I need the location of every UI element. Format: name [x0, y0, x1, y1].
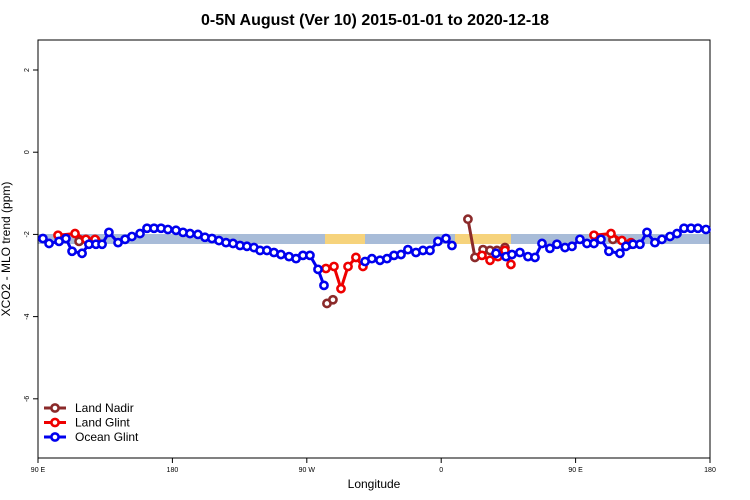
- data-point: [163, 224, 173, 235]
- data-point: [575, 234, 585, 245]
- data-point: [589, 238, 599, 249]
- plot-frame: [37, 39, 711, 459]
- data-point: [336, 283, 346, 294]
- data-point: [485, 255, 495, 266]
- data-point: [615, 248, 625, 259]
- data-point: [657, 234, 667, 245]
- data-point: [67, 246, 77, 257]
- x-tick-label: 90 E: [568, 467, 583, 474]
- data-point: [425, 245, 435, 256]
- data-point: [635, 239, 645, 250]
- data-point: [604, 246, 614, 257]
- legend-label: Land Nadir: [75, 401, 134, 415]
- y-tick-label: 2: [24, 68, 31, 72]
- data-point: [463, 214, 473, 225]
- data-point: [276, 249, 286, 260]
- data-point: [537, 238, 547, 249]
- x-axis-label: Longitude: [348, 477, 401, 491]
- chart-title: 0-5N August (Ver 10) 2015-01-01 to 2020-…: [201, 12, 549, 29]
- data-point: [329, 261, 339, 272]
- data-point: [545, 243, 555, 254]
- land-band: [455, 234, 511, 244]
- data-point: [321, 263, 331, 274]
- data-point: [38, 233, 48, 244]
- data-point: [135, 228, 145, 239]
- land-band: [325, 234, 365, 244]
- legend-label: Land Glint: [75, 416, 130, 430]
- data-point: [672, 228, 682, 239]
- data-point: [433, 236, 443, 247]
- data-point: [506, 259, 516, 270]
- data-point: [44, 238, 54, 249]
- data-point: [402, 244, 413, 255]
- data-point: [596, 234, 606, 245]
- data-point: [319, 280, 329, 291]
- data-point: [367, 253, 377, 264]
- data-point: [552, 239, 562, 250]
- x-tick-label: 90 E: [31, 467, 46, 474]
- data-point: [70, 228, 80, 239]
- data-point: [313, 264, 323, 275]
- data-point: [185, 228, 195, 239]
- data-point: [97, 239, 107, 250]
- data-point: [77, 248, 87, 259]
- data-point: [351, 252, 361, 263]
- data-point: [606, 228, 616, 239]
- data-point: [642, 227, 652, 238]
- y-tick-label: 0: [24, 150, 31, 154]
- legend-marker: [50, 417, 60, 428]
- data-point: [61, 233, 71, 244]
- y-tick-label: -4: [24, 313, 31, 319]
- x-tick-label: 180: [167, 467, 179, 474]
- data-point: [447, 240, 457, 251]
- data-point: [477, 250, 487, 261]
- legend-marker: [50, 403, 60, 413]
- data-point: [507, 249, 517, 260]
- data-point: [127, 231, 137, 242]
- data-point: [441, 233, 451, 244]
- data-point: [491, 248, 501, 259]
- data-point: [530, 252, 540, 263]
- legend-marker: [50, 432, 60, 442]
- x-tick-label: 90 W: [299, 467, 316, 474]
- data-point: [104, 227, 114, 238]
- y-tick-label: -6: [24, 396, 31, 402]
- data-point: [396, 249, 406, 260]
- legend-label: Ocean Glint: [75, 430, 139, 444]
- data-point: [305, 250, 315, 261]
- data-point: [693, 223, 703, 234]
- y-axis-label: XCO2 - MLO trend (ppm): [0, 182, 13, 317]
- y-tick-label: -2: [24, 231, 31, 237]
- data-point: [343, 261, 353, 272]
- data-point: [328, 294, 338, 305]
- data-point: [567, 241, 577, 252]
- series-line: [57, 232, 632, 294]
- data-point: [701, 224, 711, 235]
- x-tick-label: 0: [439, 467, 443, 474]
- x-tick-label: 180: [704, 467, 716, 474]
- ocean-band: [38, 234, 710, 244]
- data-point: [514, 247, 525, 258]
